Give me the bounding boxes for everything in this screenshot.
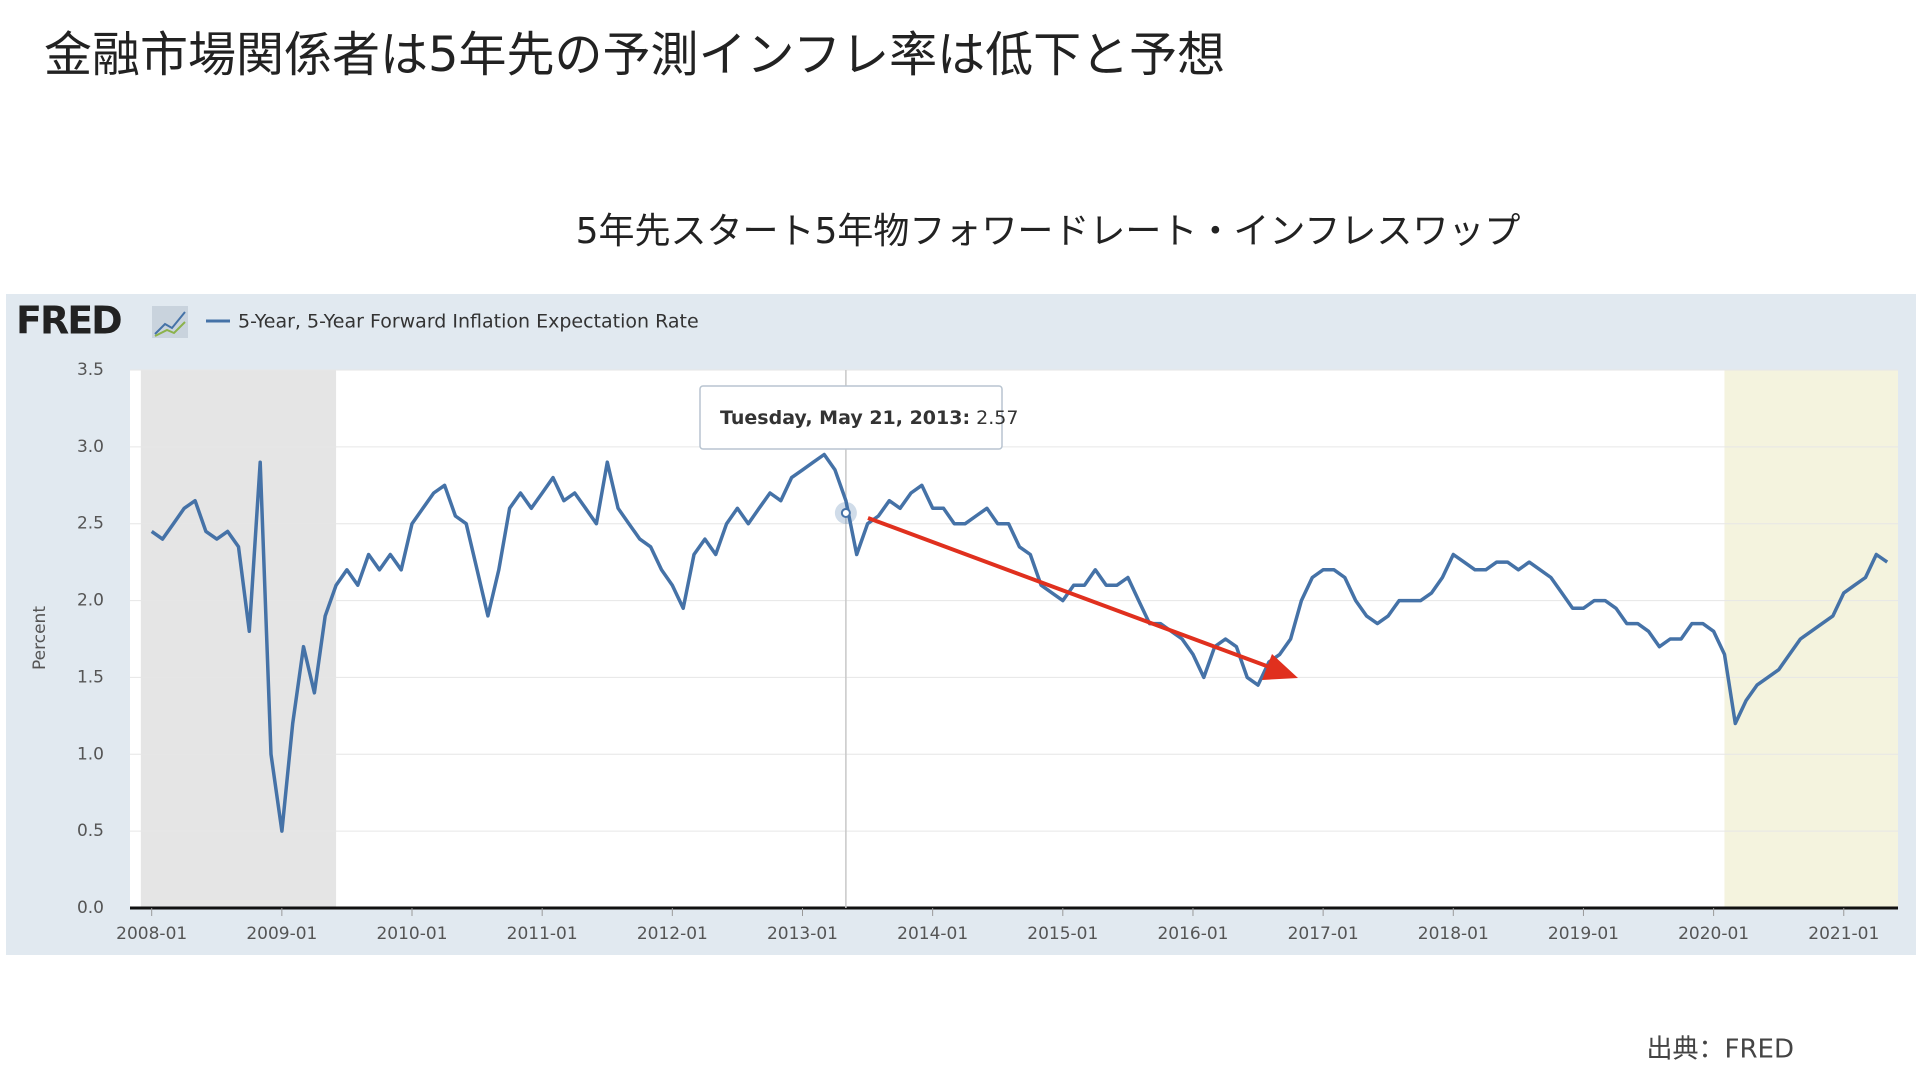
logo: FRED bbox=[16, 299, 121, 343]
x-tick-label: 2010-01 bbox=[376, 924, 447, 944]
y-tick-label: 1.5 bbox=[77, 667, 104, 687]
x-tick-label: 2018-01 bbox=[1418, 924, 1489, 944]
x-tick-label: 2009-01 bbox=[246, 924, 317, 944]
shaded-region bbox=[1724, 370, 1898, 908]
y-axis-label: Percent bbox=[30, 606, 50, 670]
tooltip-box bbox=[699, 385, 1003, 450]
x-tick-label: 2016-01 bbox=[1157, 924, 1228, 944]
chart-title: 5年先スタート5年物フォワードレート・インフレスワップ bbox=[576, 211, 1521, 252]
x-tick-label: 2013-01 bbox=[767, 924, 838, 944]
y-tick-label: 0.0 bbox=[77, 898, 104, 918]
legend-label: 5-Year, 5-Year Forward Inflation Expecta… bbox=[238, 311, 699, 333]
x-tick-label: 2017-01 bbox=[1288, 924, 1359, 944]
x-tick-label: 2012-01 bbox=[637, 924, 708, 944]
x-tick-label: 2014-01 bbox=[897, 924, 968, 944]
plot-area bbox=[130, 370, 1898, 908]
x-tick-label: 2021-01 bbox=[1808, 924, 1879, 944]
y-tick-label: 1.0 bbox=[77, 744, 104, 764]
x-tick-label: 2015-01 bbox=[1027, 924, 1098, 944]
y-tick-label: 2.0 bbox=[77, 591, 104, 611]
slide-title: 金融市場関係者は5年先の予測インフレ率は低下と予想 bbox=[44, 27, 1225, 83]
logo-icon bbox=[152, 306, 188, 338]
tooltip: Tuesday, May 21, 2013: 2.57 bbox=[699, 385, 1018, 450]
series-line bbox=[150, 452, 1889, 833]
y-tick-label: 0.5 bbox=[77, 821, 104, 841]
y-tick-label: 3.0 bbox=[77, 437, 104, 457]
tooltip-value: 2.57 bbox=[976, 407, 1018, 429]
x-tick-label: 2019-01 bbox=[1548, 924, 1619, 944]
shaded-region bbox=[140, 370, 337, 908]
tooltip-label: Tuesday, May 21, 2013: 2.57 bbox=[720, 407, 1018, 429]
tooltip-point-core bbox=[840, 507, 851, 518]
source: 出典：FRED bbox=[1647, 1035, 1794, 1065]
y-tick-label: 2.5 bbox=[77, 514, 104, 534]
x-tick-label: 2008-01 bbox=[116, 924, 187, 944]
y-tick-label: 3.5 bbox=[77, 360, 104, 380]
x-tick-label: 2011-01 bbox=[507, 924, 578, 944]
tooltip-date: Tuesday, May 21, 2013: bbox=[720, 407, 970, 429]
annotation-arrow bbox=[867, 516, 1298, 680]
plot-layer: 0.0 0.5 1.0 1.5 2.0 2.5 3.0 3.5 2008-01 2009-01 20… bbox=[77, 360, 1898, 944]
x-tick-label: 2020-01 bbox=[1678, 924, 1749, 944]
